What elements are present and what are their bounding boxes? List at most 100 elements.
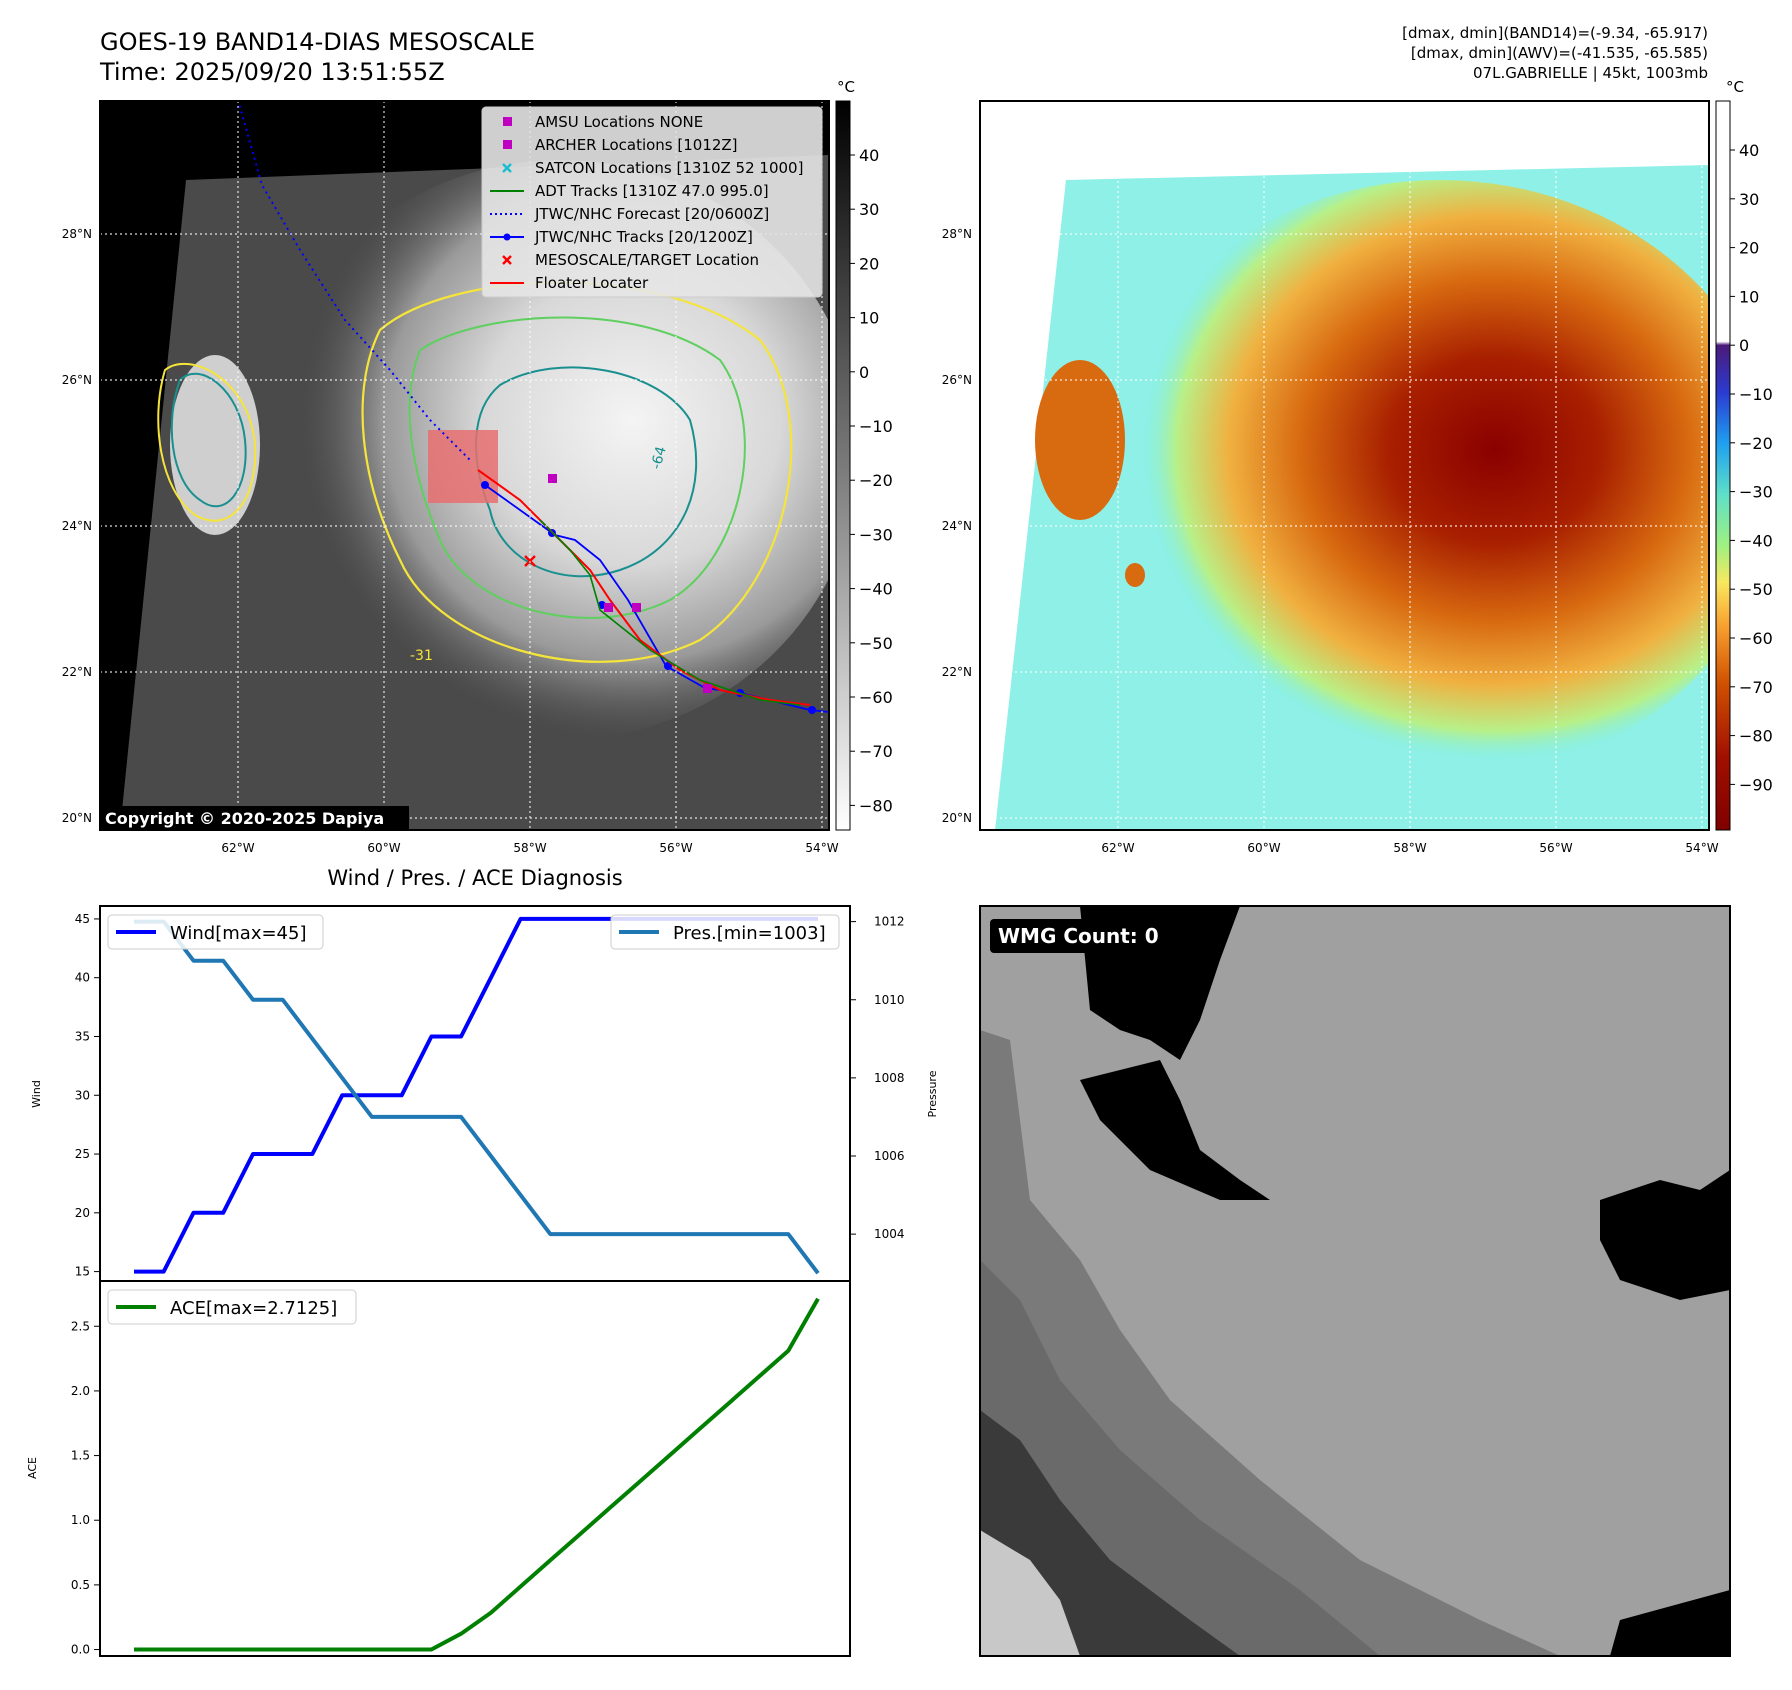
- ir-lat-labels: 28°N 26°N 24°N 22°N 20°N: [62, 227, 92, 825]
- legend-item: JTWC/NHC Tracks [20/1200Z]: [490, 228, 753, 246]
- wmg-panel: WMG Count: 0: [979, 905, 1731, 1657]
- ir-map-frame: [99, 100, 830, 831]
- colorbar-tick-label: 0: [1739, 336, 1749, 355]
- lat-label: 24°N: [62, 519, 92, 533]
- map-legend: AMSU Locations NONE ARCHER Locations [101…: [481, 106, 823, 298]
- colorbar-tick-label: −60: [859, 688, 893, 707]
- gray-colorbar-scale: [835, 100, 851, 831]
- figure-title: GOES-19 BAND14-DIAS MESOSCALE: [100, 28, 535, 56]
- legend-dot-icon: [503, 233, 511, 241]
- wmg-count-box: [990, 919, 1170, 953]
- legend-label: JTWC/NHC Tracks [20/1200Z]: [534, 228, 753, 246]
- lon-label: 58°W: [513, 841, 546, 855]
- y-tick-label: 25: [75, 1147, 90, 1161]
- contour-green: [408, 316, 746, 619]
- lon-label: 58°W: [1393, 841, 1426, 855]
- colorbar-tick-label: 10: [1739, 287, 1759, 306]
- colorbar-tick-label: 40: [1739, 141, 1759, 160]
- colorbar-tick-label: −10: [1739, 385, 1773, 404]
- wind-legend: Wind[max=45]: [107, 914, 324, 950]
- colorbar-tick-label: 20: [859, 254, 879, 273]
- lat-label: 22°N: [62, 665, 92, 679]
- awv-gridlines: [980, 101, 1709, 830]
- lat-label: 22°N: [942, 665, 972, 679]
- y-tick-right-label: 1012: [874, 915, 905, 929]
- forecast-track-line: [237, 101, 471, 461]
- legend-item: SATCON Locations [1310Z 52 1000]: [502, 159, 803, 177]
- y-tick-right-label: 1010: [874, 993, 905, 1007]
- info-storm: 07L.GABRIELLE | 45kt, 1003mb: [1473, 64, 1708, 82]
- lon-label: 60°W: [367, 841, 400, 855]
- legend-label: SATCON Locations [1310Z 52 1000]: [535, 159, 803, 177]
- y-tick-label: 2.5: [71, 1319, 90, 1333]
- adt-track-line: [539, 519, 801, 706]
- lon-label: 56°W: [1539, 841, 1572, 855]
- lon-label: 60°W: [1247, 841, 1280, 855]
- wind-legend-label: Wind[max=45]: [170, 923, 307, 944]
- colorbar-tick-label: −20: [859, 471, 893, 490]
- lat-label: 28°N: [62, 227, 92, 241]
- lat-label: 26°N: [62, 373, 92, 387]
- ace-legend-box: [107, 1289, 357, 1325]
- awv-island-small: [1125, 563, 1145, 587]
- archer-markers: [548, 474, 712, 693]
- colorbar-tick-label: −40: [1739, 531, 1773, 550]
- awv-storm-core: [1100, 180, 1709, 780]
- series-line: [134, 919, 820, 1275]
- colorbar-tick-label: −10: [859, 417, 893, 436]
- colorbar-tick-label: −50: [859, 634, 893, 653]
- colorbar-tick-label: 30: [859, 200, 879, 219]
- awv-colorbar: °C 40 30 20 10 0 −10 −20 −30 −40 −50 −60 −70 −80 −90: [1715, 78, 1773, 831]
- y-tick-label: 1.5: [71, 1449, 90, 1463]
- ace-legend-label: ACE[max=2.7125]: [170, 1298, 337, 1319]
- legend-label: AMSU Locations NONE: [535, 113, 703, 131]
- contour-label-64: -64: [648, 445, 669, 471]
- wind-legend-box: [107, 914, 324, 950]
- legend-box: [481, 106, 823, 298]
- wmg-black-patch-corner: [1610, 1590, 1730, 1656]
- pressure-legend-box: [610, 914, 840, 950]
- y-tick-label: 35: [75, 1029, 90, 1043]
- y-tick-label: 45: [75, 912, 90, 926]
- ace-legend: ACE[max=2.7125]: [107, 1289, 357, 1325]
- pressure-legend: Pres.[min=1003]: [610, 914, 840, 950]
- awv-colorbar-unit: °C: [1726, 78, 1744, 96]
- awv-lon-labels: 62°W 60°W 58°W 56°W 54°W: [1101, 841, 1718, 855]
- lon-label: 62°W: [1101, 841, 1134, 855]
- colorbar-tick-label: −40: [859, 580, 893, 599]
- diagnosis-title: Wind / Pres. / ACE Diagnosis: [327, 866, 622, 890]
- colorbar-tick-label: −80: [1739, 727, 1773, 746]
- y-tick-right-label: 1006: [874, 1149, 905, 1163]
- ace-chart: ACE 0.0 0.5 1.0 1.5 2.0 2.5 ACE[max=2.7125]: [26, 1280, 851, 1657]
- lon-label: 56°W: [659, 841, 692, 855]
- y-tick-label: 2.0: [71, 1384, 90, 1398]
- colorbar-tick-label: −60: [1739, 629, 1773, 648]
- lat-label: 20°N: [942, 811, 972, 825]
- mesoscale-target-box: [428, 430, 498, 503]
- awv-island-west: [1035, 360, 1125, 520]
- colorbar-tick-label: 10: [859, 309, 879, 328]
- y-tick-right-label: 1008: [874, 1071, 905, 1085]
- colorbar-tick-label: −50: [1739, 580, 1773, 599]
- series-line: [134, 1297, 820, 1652]
- contour-label-31: -31: [410, 648, 433, 664]
- legend-label: MESOSCALE/TARGET Location: [535, 251, 759, 269]
- legend-label: JTWC/NHC Forecast [20/0600Z]: [534, 205, 769, 223]
- colorbar-tick-label: −70: [859, 742, 893, 761]
- ir-map-panel: -64 -31 28°N 26°N 24°N: [62, 100, 839, 855]
- y-tick-label: 0.0: [71, 1643, 90, 1657]
- wind-axis-label: Wind: [30, 1080, 43, 1108]
- wind-pressure-chart: Wind Pressure 15 20 25 30 35 40 45 1004 1006 100…: [30, 905, 939, 1282]
- legend-square-icon: [503, 117, 512, 126]
- y-tick-label: 20: [75, 1206, 90, 1220]
- awv-lat-labels: 28°N 26°N 24°N 22°N 20°N: [942, 227, 972, 825]
- y-tick-label: 15: [75, 1265, 90, 1279]
- legend-item: ARCHER Locations [1012Z]: [503, 136, 738, 154]
- awv-map-panel: 28°N 26°N 24°N 22°N 20°N 62°W 60°W 58°W …: [942, 100, 1719, 855]
- y-tick-label: 1.0: [71, 1513, 90, 1527]
- wmg-frame: [979, 905, 1731, 1657]
- wmg-count-label: WMG Count: 0: [998, 924, 1159, 948]
- awv-map-frame: [979, 100, 1710, 831]
- legend-item: JTWC/NHC Forecast [20/0600Z]: [490, 205, 769, 223]
